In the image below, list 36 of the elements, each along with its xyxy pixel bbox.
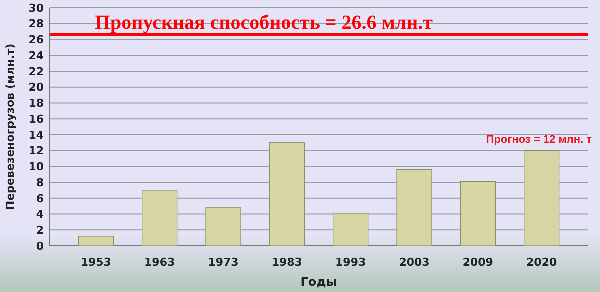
y-tick-label: 26 (28, 34, 44, 47)
y-tick-label: 8 (36, 176, 44, 190)
x-tick-label: 1983 (272, 256, 302, 269)
x-axis-title: Годы (300, 275, 338, 289)
x-tick-label: 1993 (336, 256, 366, 269)
y-tick-label: 6 (36, 192, 44, 206)
y-tick-label: 18 (28, 97, 44, 110)
y-tick-label: 2 (36, 224, 44, 237)
x-tick-label: 2003 (399, 256, 430, 269)
x-tick-label: 1953 (80, 256, 112, 269)
x-tick-label: 1973 (208, 256, 239, 269)
y-tick-label: 14 (28, 128, 44, 142)
bar (524, 150, 560, 246)
y-tick-label: 24 (28, 49, 44, 62)
y-tick-label: 12 (28, 144, 44, 158)
y-tick-label: 10 (28, 160, 44, 174)
y-tick-label: 4 (36, 208, 44, 222)
y-axis-title: Перевезеногрузов (млн.т) (4, 44, 17, 210)
ref-line-label: Пропускная способность = 26.6 млн.т (95, 12, 434, 34)
annotation: Прогноз = 12 млн. т (486, 134, 593, 146)
bar (269, 142, 305, 246)
bar (460, 181, 496, 246)
x-tick-label: 1963 (144, 256, 176, 269)
y-tick-label: 20 (28, 81, 44, 94)
bar (78, 236, 114, 246)
x-tick-label: 2009 (462, 256, 494, 269)
y-tick-label: 0 (36, 240, 44, 253)
y-tick-label: 28 (28, 18, 44, 31)
y-tick-label: 16 (28, 112, 44, 126)
bar (396, 170, 432, 246)
bar (142, 190, 178, 246)
y-tick-label: 22 (28, 65, 44, 78)
bar (333, 213, 369, 246)
bar (206, 208, 242, 246)
y-tick-label: 30 (28, 2, 44, 15)
x-tick-label: 2020 (526, 256, 558, 269)
